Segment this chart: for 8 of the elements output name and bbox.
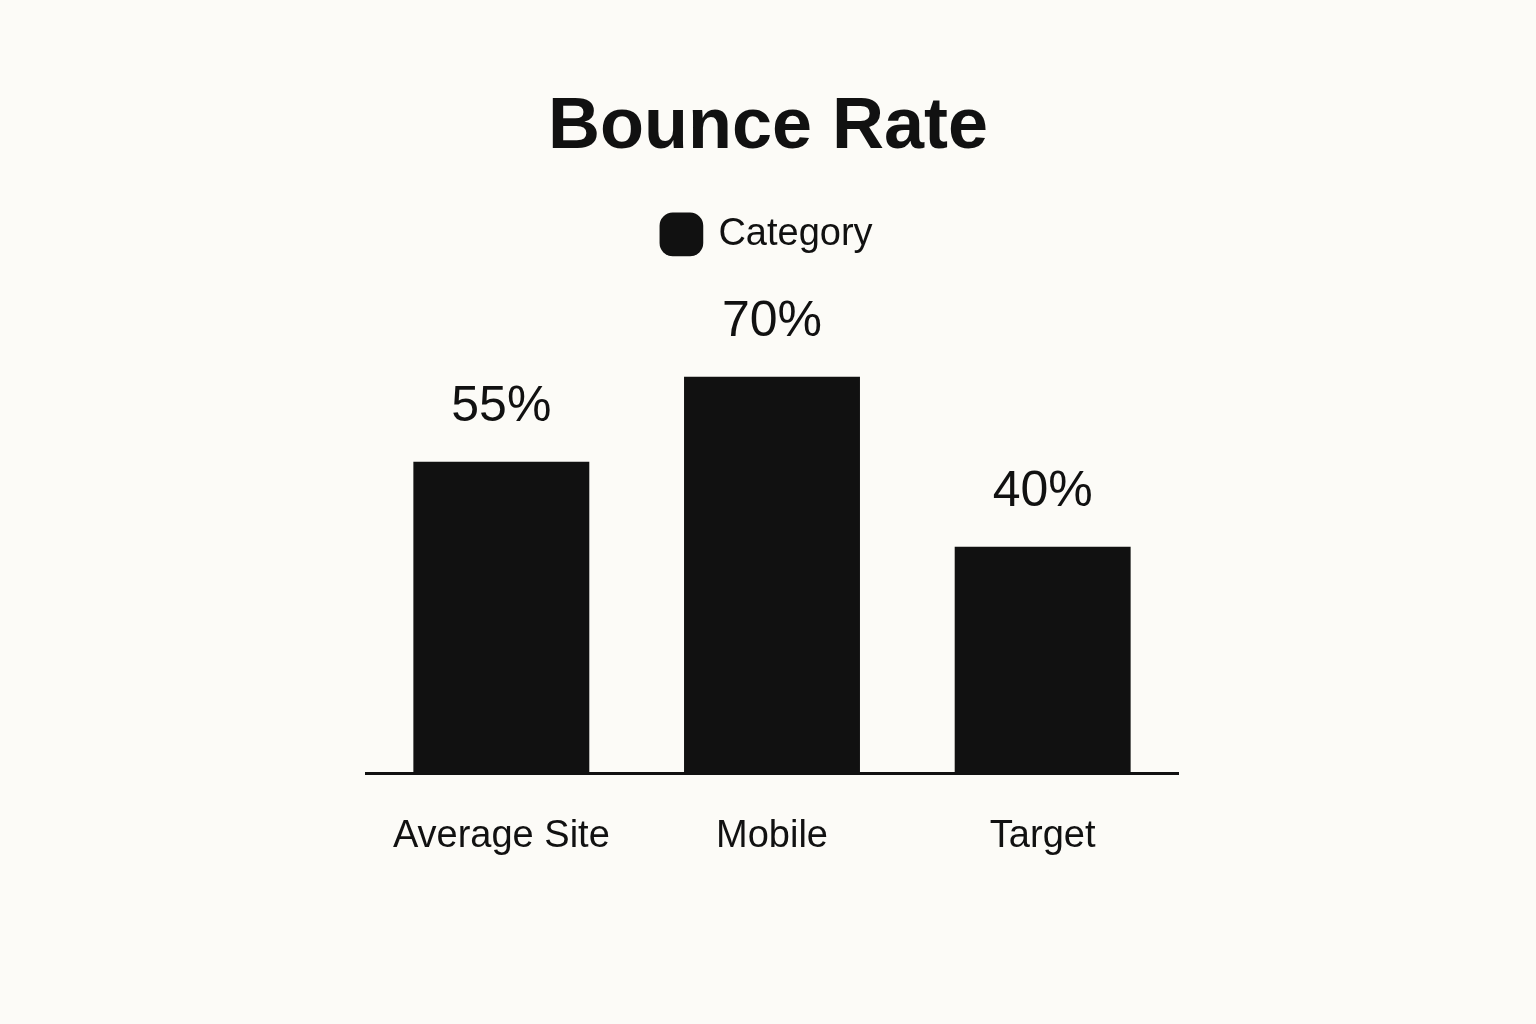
x-tick-label: Target: [989, 812, 1096, 855]
data-label: 55%: [451, 375, 552, 432]
x-tick-label: Average Site: [392, 812, 610, 855]
data-label: 40%: [992, 460, 1093, 517]
legend-label: Category: [718, 210, 873, 253]
x-tick-label: Mobile: [716, 812, 828, 855]
chart-title: Bounce Rate: [547, 83, 989, 164]
data-label: 70%: [721, 290, 823, 347]
